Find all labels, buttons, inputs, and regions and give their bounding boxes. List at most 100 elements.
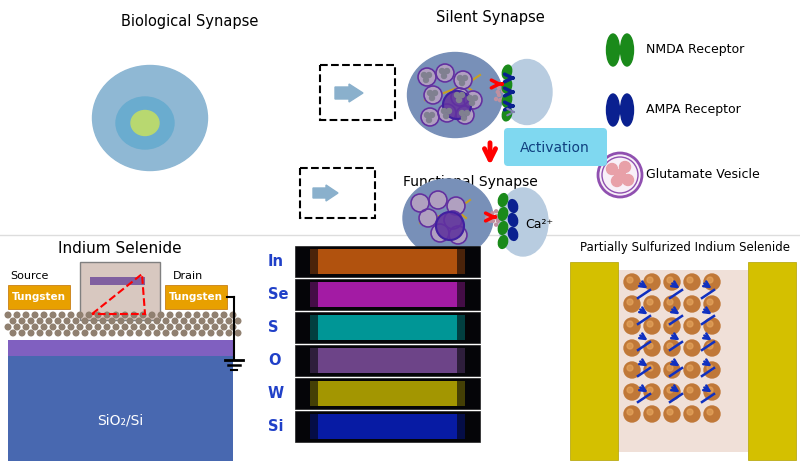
Circle shape	[218, 330, 222, 336]
Circle shape	[614, 170, 626, 181]
Circle shape	[176, 312, 182, 318]
Circle shape	[451, 88, 469, 106]
FancyBboxPatch shape	[748, 262, 796, 460]
Circle shape	[454, 92, 459, 98]
Circle shape	[181, 318, 187, 324]
Circle shape	[28, 330, 34, 336]
Circle shape	[46, 318, 52, 324]
Circle shape	[421, 108, 439, 126]
Circle shape	[95, 312, 101, 318]
Ellipse shape	[502, 107, 512, 121]
Circle shape	[118, 330, 124, 336]
Circle shape	[707, 343, 713, 349]
FancyBboxPatch shape	[457, 249, 465, 274]
Circle shape	[684, 340, 700, 356]
Circle shape	[462, 115, 466, 120]
Circle shape	[59, 324, 65, 330]
Circle shape	[624, 384, 640, 400]
Circle shape	[490, 215, 493, 218]
FancyBboxPatch shape	[310, 282, 318, 307]
Circle shape	[42, 312, 46, 318]
Circle shape	[446, 108, 451, 113]
Circle shape	[38, 330, 43, 336]
Circle shape	[459, 111, 465, 115]
Circle shape	[684, 362, 700, 378]
Circle shape	[167, 324, 173, 330]
Circle shape	[644, 406, 660, 422]
Circle shape	[704, 296, 720, 312]
Ellipse shape	[498, 194, 508, 206]
Circle shape	[443, 91, 471, 119]
FancyBboxPatch shape	[80, 262, 160, 320]
Circle shape	[86, 324, 92, 330]
Circle shape	[667, 365, 673, 371]
Circle shape	[190, 318, 196, 324]
Circle shape	[419, 209, 437, 227]
Circle shape	[459, 92, 465, 98]
FancyArrow shape	[313, 185, 338, 201]
Circle shape	[411, 194, 429, 212]
Circle shape	[624, 406, 640, 422]
FancyBboxPatch shape	[457, 282, 465, 307]
Circle shape	[55, 318, 61, 324]
Circle shape	[667, 343, 673, 349]
Text: Glutamate Vesicle: Glutamate Vesicle	[646, 169, 760, 182]
Circle shape	[158, 312, 164, 318]
Circle shape	[154, 318, 160, 324]
Circle shape	[19, 330, 25, 336]
Circle shape	[430, 95, 434, 100]
Circle shape	[140, 312, 146, 318]
Circle shape	[442, 73, 446, 78]
Circle shape	[185, 324, 191, 330]
Circle shape	[644, 384, 660, 400]
Circle shape	[163, 318, 169, 324]
Circle shape	[664, 362, 680, 378]
Circle shape	[664, 296, 680, 312]
Ellipse shape	[502, 93, 512, 107]
Ellipse shape	[508, 199, 518, 212]
FancyBboxPatch shape	[310, 249, 318, 274]
Circle shape	[38, 318, 43, 324]
Circle shape	[131, 324, 137, 330]
Circle shape	[494, 98, 498, 100]
Ellipse shape	[502, 65, 512, 79]
Circle shape	[644, 340, 660, 356]
Circle shape	[707, 299, 713, 305]
Circle shape	[444, 211, 462, 229]
Circle shape	[14, 324, 20, 330]
Circle shape	[442, 108, 446, 113]
Ellipse shape	[498, 188, 548, 256]
FancyBboxPatch shape	[310, 381, 318, 406]
Circle shape	[667, 387, 673, 393]
Ellipse shape	[606, 94, 619, 126]
Circle shape	[647, 343, 653, 349]
Circle shape	[489, 219, 491, 222]
Circle shape	[707, 365, 713, 371]
Circle shape	[131, 312, 137, 318]
Circle shape	[456, 106, 474, 124]
Circle shape	[707, 409, 713, 415]
Circle shape	[64, 330, 70, 336]
Text: Source: Source	[10, 271, 48, 281]
Text: NMDA Receptor: NMDA Receptor	[646, 43, 744, 57]
Circle shape	[687, 409, 693, 415]
Circle shape	[491, 219, 494, 222]
Ellipse shape	[621, 34, 634, 66]
FancyBboxPatch shape	[310, 282, 465, 307]
Circle shape	[235, 330, 241, 336]
Circle shape	[684, 318, 700, 334]
Circle shape	[91, 318, 97, 324]
Circle shape	[158, 324, 164, 330]
Text: Indium Selenide: Indium Selenide	[58, 241, 182, 256]
Circle shape	[203, 324, 209, 330]
Circle shape	[426, 72, 431, 78]
Circle shape	[644, 274, 660, 290]
Circle shape	[418, 68, 436, 86]
Circle shape	[459, 80, 465, 85]
Circle shape	[172, 318, 178, 324]
Circle shape	[505, 88, 507, 92]
FancyBboxPatch shape	[295, 312, 480, 343]
Circle shape	[230, 312, 236, 318]
Circle shape	[506, 100, 509, 103]
Circle shape	[194, 312, 200, 318]
